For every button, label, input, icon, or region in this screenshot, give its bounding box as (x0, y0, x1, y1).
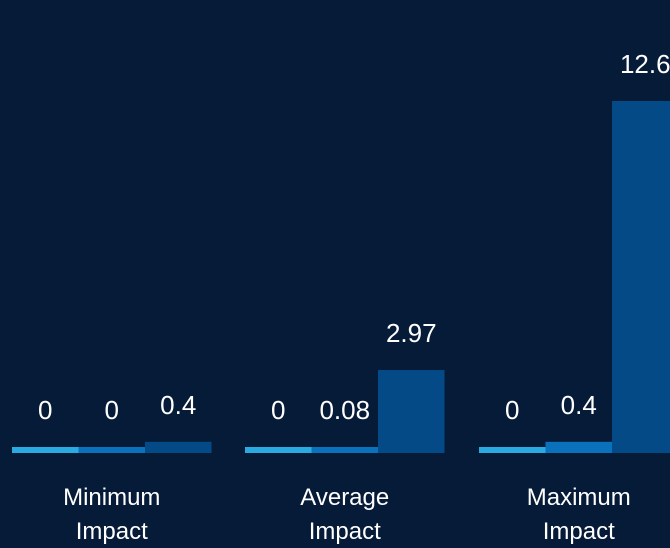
category-label-line: Impact (76, 518, 148, 545)
value-label-0-1: 0 (105, 395, 119, 425)
bar-2-1 (545, 441, 612, 453)
bar-2-2 (612, 101, 670, 453)
value-label-2-1: 0.4 (561, 390, 597, 420)
category-label-line: Maximum (527, 484, 631, 511)
category-label-0: Minimum Impact (63, 484, 160, 545)
bar-0-0 (12, 447, 79, 453)
bar-0-2 (145, 441, 212, 453)
category-label-line: Minimum (63, 484, 160, 511)
category-label-1: Average Impact (300, 484, 389, 545)
value-labels-group: 0 0 0.4 0 0.08 2.97 0 0.4 12.6 (38, 49, 670, 425)
category-label-2: Maximum Impact (527, 484, 631, 545)
value-label-2-0: 0 (505, 395, 519, 425)
bar-2-0 (479, 447, 546, 453)
category-labels-group: Minimum Impact Average Impact Maximum Impact (63, 484, 631, 545)
value-label-1-0: 0 (271, 395, 285, 425)
value-label-0-2: 0.4 (160, 390, 196, 420)
value-label-1-2: 2.97 (386, 318, 437, 348)
bar-1-1 (311, 447, 378, 453)
value-label-0-0: 0 (38, 395, 52, 425)
bar-1-0 (245, 447, 312, 453)
bars-group (12, 101, 670, 453)
bar-0-1 (78, 447, 145, 453)
bar-1-2 (378, 370, 445, 453)
category-label-line: Impact (309, 518, 381, 545)
category-label-line: Impact (543, 518, 615, 545)
value-label-1-1: 0.08 (319, 395, 370, 425)
value-label-2-2: 12.6 (620, 49, 670, 79)
category-label-line: Average (300, 484, 389, 511)
